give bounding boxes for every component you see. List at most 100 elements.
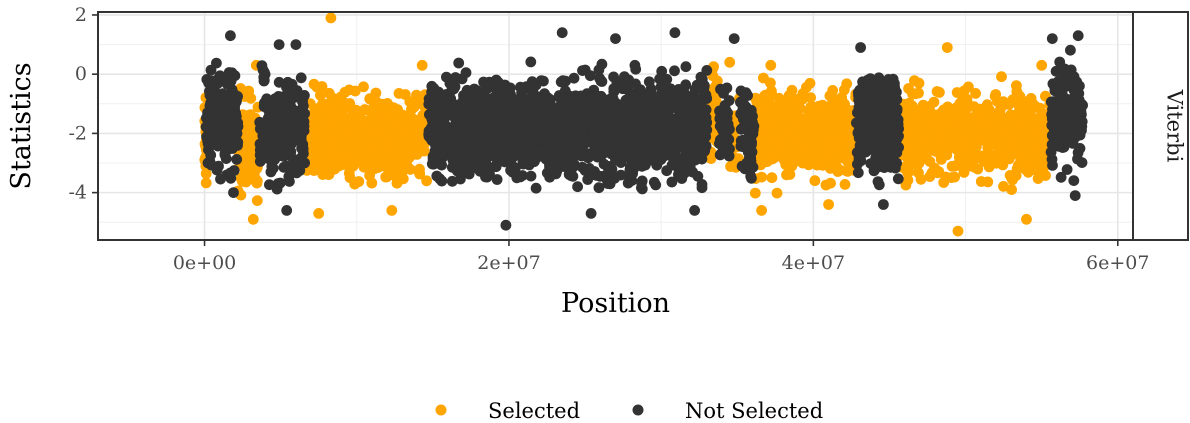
data-point	[228, 88, 240, 100]
data-point	[534, 145, 546, 157]
data-point	[766, 125, 777, 137]
data-point	[466, 86, 478, 98]
legend-label-not-selected: Not Selected	[685, 399, 823, 423]
data-point	[874, 88, 886, 100]
data-point	[310, 116, 322, 128]
x-tick-label: 6e+07	[1086, 252, 1149, 274]
data-point	[500, 219, 512, 231]
data-point	[547, 120, 559, 131]
data-point	[914, 121, 926, 133]
data-point	[386, 205, 398, 216]
data-point	[585, 208, 597, 219]
data-point	[1052, 83, 1063, 95]
data-point	[766, 172, 778, 184]
data-point	[492, 101, 504, 113]
data-point	[558, 118, 569, 129]
data-point	[445, 93, 457, 105]
data-point	[1046, 33, 1058, 44]
data-point	[230, 110, 242, 122]
data-point	[364, 105, 376, 117]
data-point	[630, 135, 642, 147]
data-point	[247, 213, 259, 225]
data-point	[721, 82, 733, 94]
data-point	[915, 173, 927, 185]
data-point	[390, 165, 402, 177]
data-point	[809, 175, 821, 187]
data-point	[207, 75, 218, 87]
data-point	[297, 105, 309, 116]
data-point	[535, 75, 547, 86]
data-point	[982, 176, 994, 188]
data-point	[593, 182, 605, 194]
data-point	[411, 89, 422, 101]
y-tick-label: 2	[75, 4, 87, 26]
data-point	[924, 108, 936, 120]
data-point	[281, 205, 293, 216]
data-point	[450, 72, 461, 83]
data-point	[839, 179, 851, 190]
data-point	[251, 195, 263, 207]
data-point	[904, 97, 915, 109]
data-point	[273, 39, 285, 50]
y-tick-label: -4	[68, 182, 87, 204]
data-point	[1053, 96, 1065, 107]
data-point	[313, 208, 325, 219]
data-point	[714, 149, 726, 161]
data-point	[557, 92, 569, 104]
data-point	[1027, 134, 1039, 146]
data-point	[1055, 171, 1067, 183]
data-point	[796, 129, 808, 141]
data-point	[935, 154, 947, 165]
data-point	[855, 42, 866, 53]
data-point	[890, 162, 901, 174]
data-point	[447, 147, 459, 159]
data-point	[1007, 94, 1019, 106]
data-point	[390, 142, 402, 154]
data-point	[558, 161, 570, 172]
data-point	[905, 119, 917, 130]
data-point	[594, 73, 606, 84]
data-point	[221, 78, 233, 90]
data-point	[1073, 125, 1085, 137]
data-point	[339, 135, 351, 146]
data-point	[1050, 65, 1062, 77]
data-point	[825, 177, 836, 189]
data-point	[231, 154, 243, 165]
data-point	[934, 87, 945, 98]
data-point	[997, 96, 1009, 108]
data-point	[609, 172, 620, 184]
data-point	[728, 33, 740, 44]
data-point	[860, 129, 872, 140]
data-point	[666, 176, 678, 188]
data-point	[1063, 78, 1075, 90]
data-point	[279, 135, 290, 146]
data-point	[664, 102, 676, 114]
data-point	[823, 199, 834, 210]
data-point	[812, 115, 824, 127]
data-point	[515, 81, 526, 93]
data-point	[500, 136, 512, 148]
data-point	[782, 93, 794, 105]
data-point	[748, 120, 760, 132]
data-point	[436, 159, 447, 171]
data-point	[906, 129, 917, 141]
data-point	[200, 121, 212, 133]
data-point	[374, 136, 386, 148]
facet-strip-label: Viterbi	[1163, 89, 1187, 163]
data-point	[294, 133, 306, 145]
data-point	[327, 160, 339, 172]
data-point	[481, 111, 493, 122]
data-point	[987, 152, 999, 164]
x-axis-title: Position	[561, 288, 670, 319]
data-point	[825, 163, 836, 174]
data-point	[557, 75, 569, 87]
data-point	[400, 117, 412, 128]
data-point	[248, 170, 260, 182]
data-point	[689, 205, 700, 216]
data-point	[885, 121, 897, 132]
series-not-selected	[200, 27, 1088, 231]
data-point	[1025, 93, 1037, 104]
data-point	[648, 118, 660, 130]
data-point	[998, 181, 1009, 192]
